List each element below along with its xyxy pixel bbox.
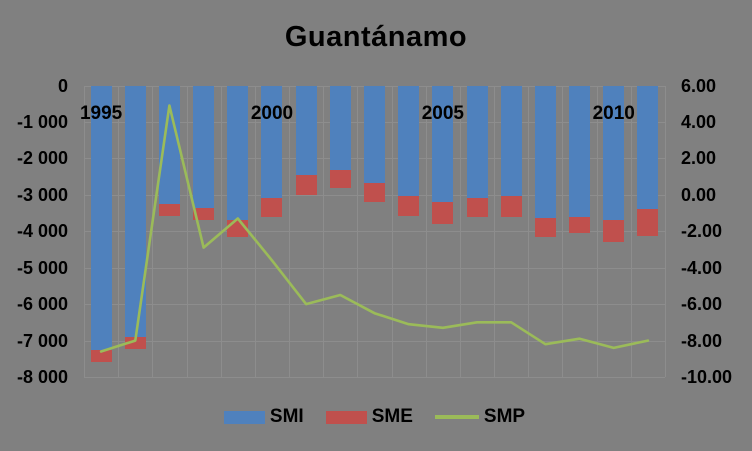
sme-bar-2003 — [364, 183, 385, 203]
right-axis-tick-label: -4.00 — [681, 257, 723, 278]
vertical-gridline — [665, 85, 666, 377]
right-axis-tick-label: 2.00 — [681, 148, 717, 169]
sme-bar-1998 — [193, 207, 215, 220]
x-axis-year-label: 2000 — [250, 103, 294, 124]
vertical-gridline — [220, 85, 222, 377]
right-axis-tick-label: 0.00 — [681, 184, 717, 205]
sme-bar-2010 — [603, 219, 625, 243]
sme-bar-2008 — [534, 218, 556, 238]
sme-bar-1997 — [158, 203, 180, 216]
vertical-gridline — [118, 85, 120, 377]
vertical-gridline — [357, 85, 359, 377]
sme-bar-2002 — [329, 170, 351, 188]
x-axis-year-label: 2010 — [592, 103, 635, 124]
x-axis-year-label: 2005 — [421, 103, 464, 124]
sme-swatch — [325, 410, 367, 424]
sme-bar-1999 — [227, 219, 249, 238]
sme-bar-2001 — [295, 175, 317, 196]
horizontal-gridline — [84, 267, 665, 269]
sme-bar-1996 — [124, 336, 146, 349]
sme-bar-2000 — [261, 198, 283, 218]
smi-bar-1996 — [124, 85, 146, 337]
sme-bar-2007 — [500, 195, 522, 217]
smi-bar-2004 — [398, 85, 420, 196]
right-axis-tick-label: -10.00 — [681, 367, 733, 387]
horizontal-gridline — [84, 377, 665, 378]
vertical-gridline — [152, 85, 154, 377]
smi-bar-2008 — [534, 85, 556, 219]
smi-bar-2002 — [329, 85, 351, 171]
left-axis-tick-label: -4 000 — [16, 221, 68, 242]
vertical-gridline — [391, 85, 393, 377]
sme-bar-2011 — [637, 209, 659, 236]
vertical-gridline — [323, 85, 325, 377]
smp-line-swatch — [434, 415, 479, 419]
right-axis-tick-label: -2.00 — [681, 221, 723, 242]
sme-bar-2005 — [432, 202, 454, 224]
vertical-gridline — [459, 85, 461, 377]
vertical-gridline — [528, 85, 530, 377]
sme-bar-2004 — [398, 195, 420, 216]
chart-title: Guantánamo — [284, 21, 468, 53]
smi-bar-2001 — [295, 85, 317, 176]
vertical-gridline — [186, 85, 188, 377]
smi-bar-1998 — [193, 85, 215, 208]
smi-bar-1997 — [158, 85, 180, 204]
vertical-gridline — [494, 85, 496, 377]
vertical-gridline — [630, 85, 632, 377]
sme-bar-2009 — [569, 217, 591, 234]
sme-bar-2006 — [466, 198, 488, 218]
smi-bar-1999 — [227, 85, 249, 220]
legend: SMI SME SMP — [84, 404, 665, 430]
horizontal-gridline — [84, 304, 665, 306]
legend-label-smi: SMI — [269, 406, 304, 427]
left-axis-tick-label: -8 000 — [16, 367, 68, 387]
smi-bar-2011 — [637, 85, 659, 210]
smi-bar-2007 — [500, 85, 522, 196]
vertical-gridline — [425, 85, 427, 377]
smi-bar-2003 — [364, 85, 385, 184]
smi-bar-2006 — [466, 85, 488, 199]
smi-swatch — [223, 410, 265, 424]
vertical-gridline — [562, 85, 564, 377]
left-axis-tick-label: -6 000 — [16, 294, 68, 315]
left-axis-tick-label: -2 000 — [16, 148, 68, 169]
right-axis-tick-label: -6.00 — [681, 294, 723, 315]
left-axis-tick-label: -7 000 — [16, 330, 68, 351]
right-axis-tick-label: 4.00 — [681, 111, 717, 132]
right-axis-tick-label: -8.00 — [681, 330, 723, 351]
left-axis-tick-label: -3 000 — [16, 184, 68, 205]
left-axis-tick-label: -1 000 — [16, 111, 68, 132]
vertical-gridline — [289, 85, 291, 377]
left-axis-tick-label: 0 — [57, 75, 68, 96]
x-axis-year-label: 1995 — [79, 103, 123, 124]
smi-bar-2009 — [569, 85, 591, 218]
legend-label-smp: SMP — [483, 406, 526, 427]
horizontal-gridline — [84, 340, 665, 342]
vertical-gridline — [596, 85, 598, 377]
legend-item-smi: SMI — [223, 406, 304, 428]
legend-item-smp: SMP — [434, 406, 526, 428]
smi-bar-1995 — [90, 85, 112, 351]
legend-label-sme: SME — [371, 406, 413, 427]
sme-bar-1995 — [90, 350, 112, 363]
vertical-gridline — [84, 85, 85, 377]
left-axis-tick-label: -5 000 — [16, 257, 68, 278]
legend-item-sme: SME — [325, 406, 413, 428]
right-axis-tick-label: 6.00 — [681, 75, 717, 96]
vertical-gridline — [254, 85, 256, 377]
